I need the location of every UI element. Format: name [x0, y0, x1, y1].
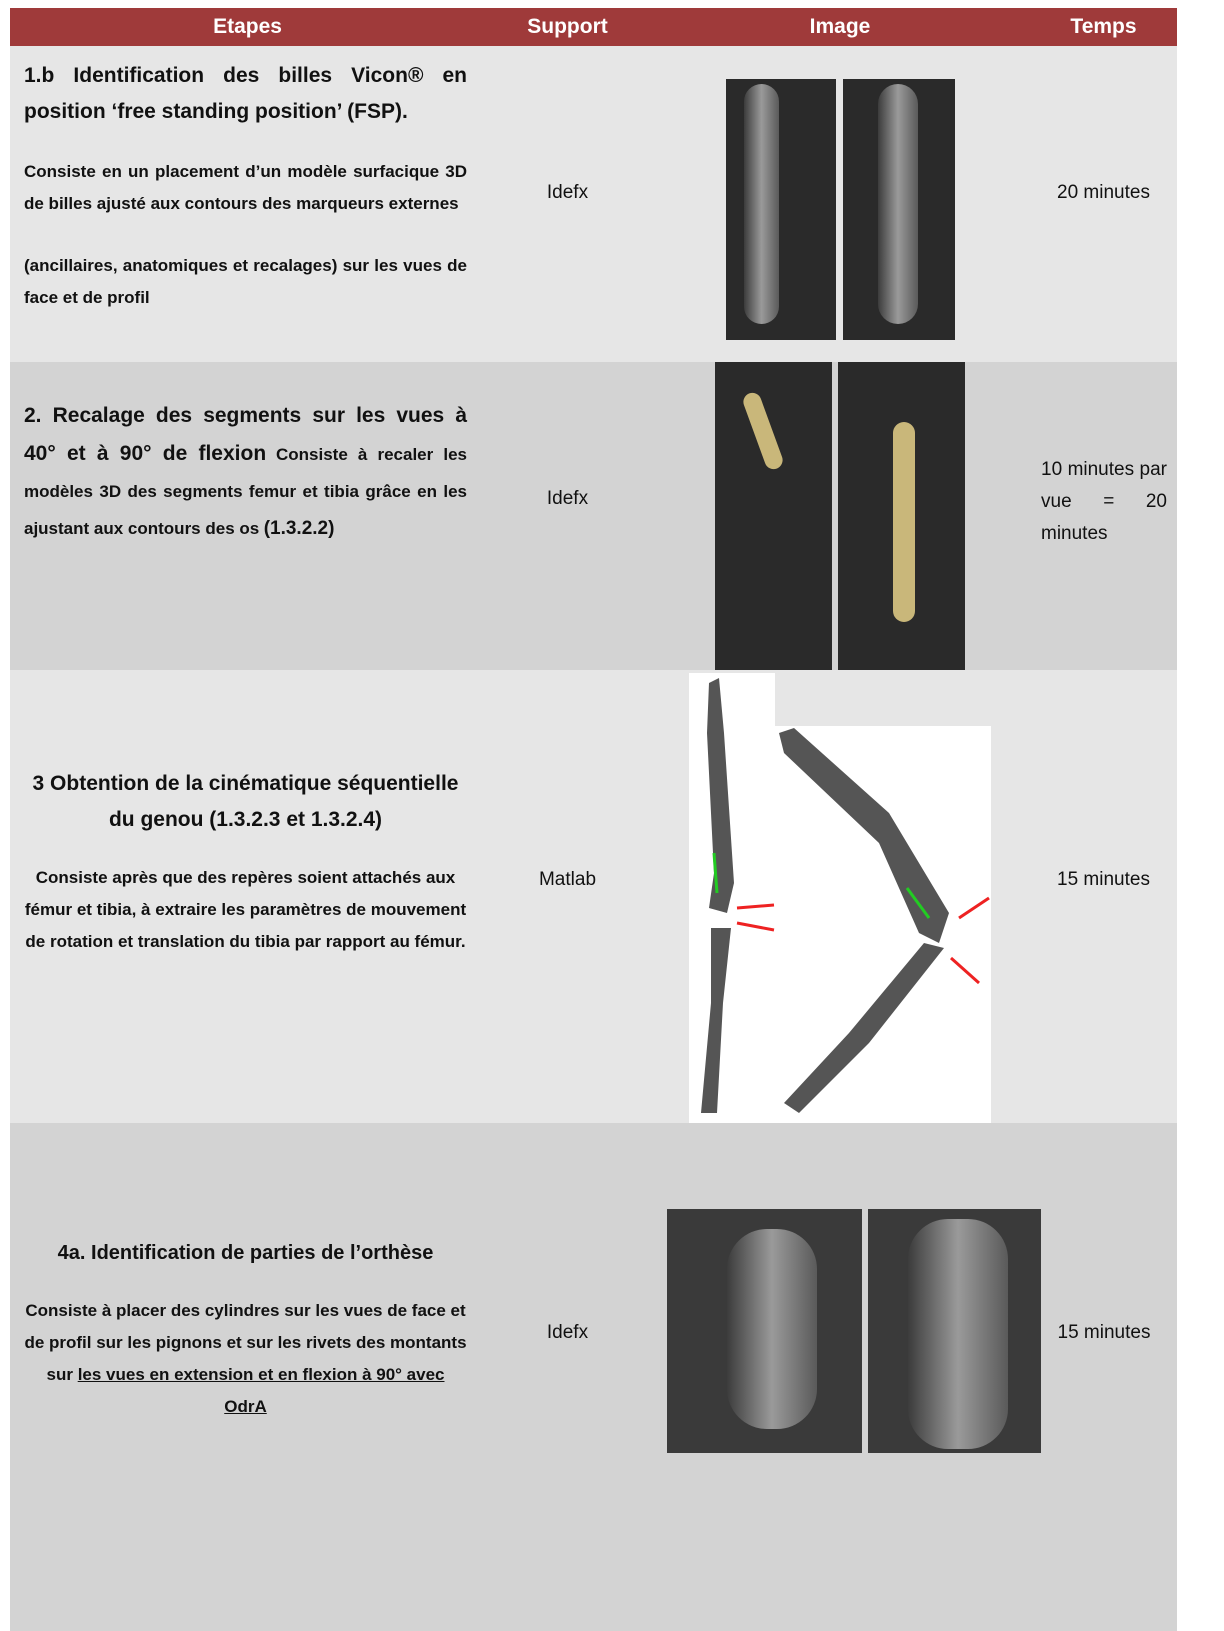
header-cell: Support: [485, 8, 650, 46]
xray-image: [868, 1209, 1041, 1453]
header-cell: Etapes: [10, 8, 485, 46]
step-title: 4a. Identification de parties de l’orthè…: [57, 1242, 434, 1264]
support: Idefx: [546, 1322, 589, 1343]
step-paragraph: Consiste en un placement d’un modèle sur…: [24, 162, 467, 213]
row: [10, 46, 1177, 362]
temps: 15 minutes: [1057, 869, 1150, 890]
step-underlined: les vues en extension et en flexion à 90…: [77, 1365, 445, 1416]
temps: 15 minutes: [1057, 1322, 1151, 1343]
support: Idefx: [546, 182, 589, 203]
xray-image: [667, 1209, 862, 1453]
xray-image: [843, 79, 955, 340]
header-cell: Temps: [1030, 8, 1177, 46]
row: [10, 362, 1177, 670]
step-cell: 1.b Identification des billes Vicon® en …: [24, 58, 467, 314]
temps: 10 minutes par vue = 20 minutes: [1041, 459, 1167, 544]
step-cell: 4a. Identification de parties de l’orthè…: [24, 1235, 467, 1423]
header-cell: Image: [650, 8, 1030, 46]
step-paragraph: Consiste à placer des cylindres sur les …: [24, 1295, 467, 1423]
step-cell: 2. Recalage des segments sur les vues à …: [24, 398, 467, 548]
bone-image: [689, 673, 991, 1123]
temps: 20 minutes: [1057, 182, 1150, 203]
step-paragraph: (ancillaires, anatomiques et recalages) …: [24, 256, 467, 307]
support: Matlab: [538, 869, 597, 890]
step-title: 2. Recalage des segments sur les vues à …: [24, 404, 467, 465]
xray-image: [715, 362, 832, 670]
step-title: 1.b Identification des billes Vicon® en …: [24, 64, 467, 123]
step-title: 3 Obtention de la cinématique séquentiel…: [32, 772, 459, 831]
step-description: Consiste à placer des cylindres sur les …: [24, 1301, 467, 1384]
step-reference: (1.3.2.2): [263, 518, 335, 539]
step-cell: 3 Obtention de la cinématique séquentiel…: [24, 766, 467, 958]
step-description: Consiste à recaler les modèles 3D des se…: [24, 445, 467, 538]
support: Idefx: [546, 488, 589, 509]
xray-image: [838, 362, 965, 670]
xray-image: [726, 79, 836, 340]
step-paragraph: Consiste après que des repères soient at…: [24, 868, 467, 951]
